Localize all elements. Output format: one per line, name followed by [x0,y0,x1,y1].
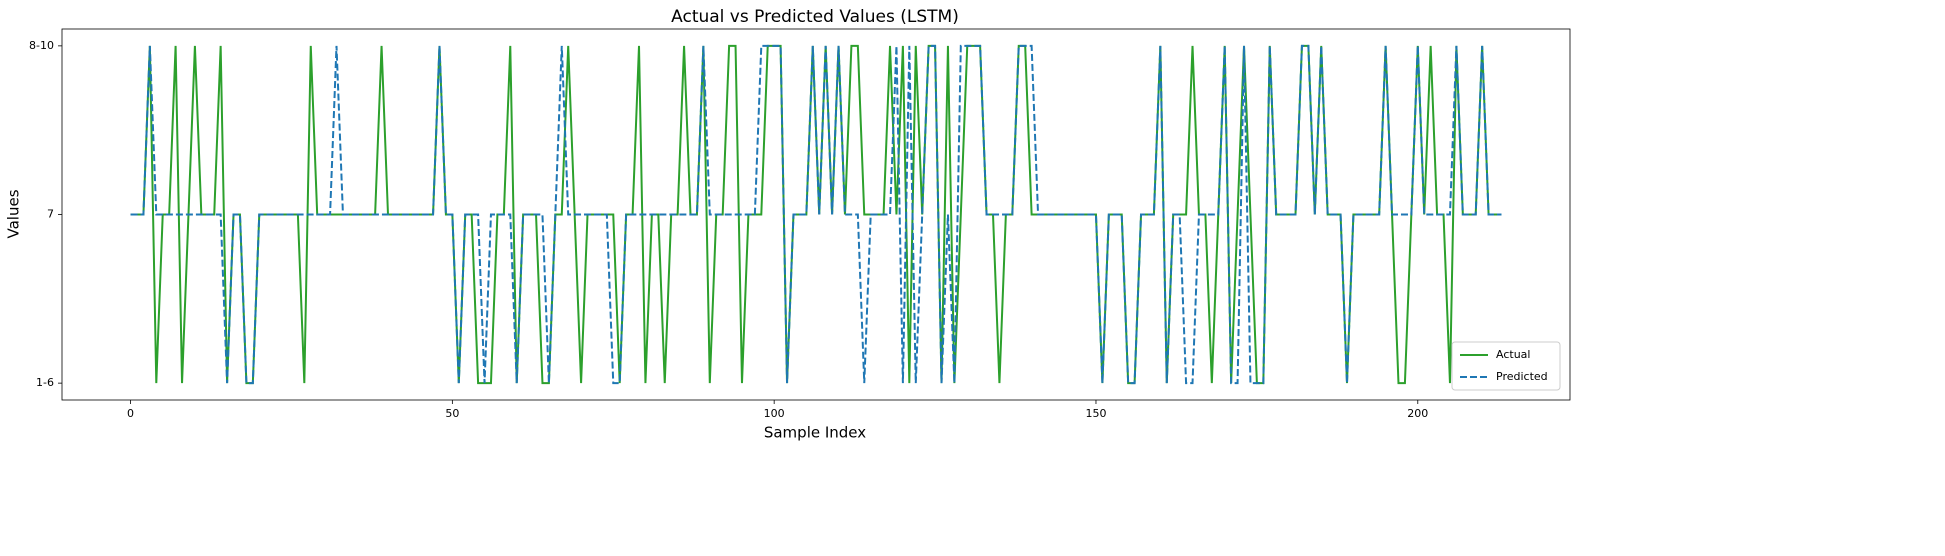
x-tick-label: 150 [1085,407,1106,420]
legend-label: Predicted [1496,370,1548,383]
y-tick-label: 7 [47,208,54,221]
chart-title: Actual vs Predicted Values (LSTM) [671,7,959,27]
y-tick-label: 1-6 [36,376,54,389]
x-axis-label: Sample Index [764,424,866,442]
x-tick-label: 50 [445,407,459,420]
series-line [130,44,1502,385]
y-tick-label: 8-10 [29,39,54,52]
legend-label: Actual [1496,348,1530,361]
x-tick-label: 200 [1407,407,1428,420]
y-axis-label: Values [5,189,23,238]
x-tick-label: 0 [127,407,134,420]
x-tick-label: 100 [764,407,785,420]
